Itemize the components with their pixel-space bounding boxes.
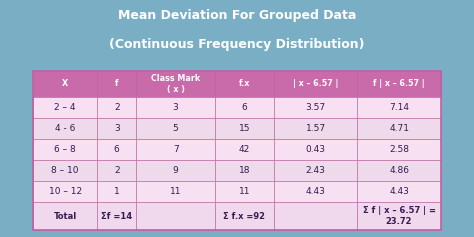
Text: 1.57: 1.57 (306, 124, 326, 133)
Text: f.x: f.x (239, 79, 250, 88)
Bar (33, 71, 97, 96)
Bar (97, 118, 137, 139)
Bar (274, 181, 357, 202)
Bar (274, 118, 357, 139)
Bar (33, 71, 441, 230)
Bar (357, 160, 441, 181)
Bar (274, 160, 357, 181)
Bar (137, 181, 215, 202)
Bar (137, 139, 215, 160)
Text: 3: 3 (173, 103, 179, 112)
Text: 2 – 4: 2 – 4 (55, 103, 76, 112)
Bar (137, 160, 215, 181)
Bar (274, 202, 357, 230)
Text: 2.43: 2.43 (306, 166, 326, 175)
Text: 5: 5 (173, 124, 179, 133)
Bar (357, 118, 441, 139)
Text: f | x – 6.57 |: f | x – 6.57 | (373, 79, 425, 88)
Text: Mean Deviation For Grouped Data: Mean Deviation For Grouped Data (118, 9, 356, 23)
Bar (97, 139, 137, 160)
Text: 7: 7 (173, 145, 179, 154)
Text: 6 – 8: 6 – 8 (54, 145, 76, 154)
Bar (97, 71, 137, 96)
Text: 18: 18 (238, 166, 250, 175)
Text: 42: 42 (239, 145, 250, 154)
Text: 11: 11 (170, 187, 182, 196)
Bar (215, 71, 274, 96)
Text: 1: 1 (114, 187, 119, 196)
Text: Σ f.x =92: Σ f.x =92 (223, 212, 265, 221)
Text: 8 – 10: 8 – 10 (51, 166, 79, 175)
Bar (215, 181, 274, 202)
Bar (137, 71, 215, 96)
Bar (274, 96, 357, 118)
Text: 4.71: 4.71 (389, 124, 409, 133)
Bar (357, 96, 441, 118)
Bar (33, 96, 97, 118)
Bar (33, 139, 97, 160)
Bar (33, 202, 97, 230)
Text: 2: 2 (114, 103, 119, 112)
Text: Class Mark
( x ): Class Mark ( x ) (151, 74, 200, 94)
Text: 6: 6 (114, 145, 119, 154)
Bar (215, 202, 274, 230)
Text: 3: 3 (114, 124, 119, 133)
Text: Total: Total (54, 212, 77, 221)
Text: 9: 9 (173, 166, 179, 175)
Bar (137, 202, 215, 230)
Text: 3.57: 3.57 (306, 103, 326, 112)
Text: 11: 11 (238, 187, 250, 196)
Text: 4.43: 4.43 (389, 187, 409, 196)
Bar (215, 96, 274, 118)
Bar (215, 139, 274, 160)
Text: 7.14: 7.14 (389, 103, 409, 112)
Bar (357, 181, 441, 202)
Bar (274, 139, 357, 160)
Text: 4 - 6: 4 - 6 (55, 124, 75, 133)
Text: | x – 6.57 |: | x – 6.57 | (293, 79, 338, 88)
Bar (357, 202, 441, 230)
Text: X: X (62, 79, 68, 88)
Text: 2: 2 (114, 166, 119, 175)
Bar (357, 139, 441, 160)
Bar (33, 160, 97, 181)
Text: 4.43: 4.43 (306, 187, 326, 196)
Bar (33, 118, 97, 139)
Bar (97, 160, 137, 181)
Text: 2.58: 2.58 (389, 145, 409, 154)
Text: Σ f | x – 6.57 | =
23.72: Σ f | x – 6.57 | = 23.72 (363, 206, 436, 226)
Bar (274, 71, 357, 96)
Text: (Continuous Frequency Distribution): (Continuous Frequency Distribution) (109, 38, 365, 51)
Bar (137, 118, 215, 139)
Text: 4.86: 4.86 (389, 166, 409, 175)
Text: 0.43: 0.43 (306, 145, 326, 154)
Text: f: f (115, 79, 118, 88)
Text: 6: 6 (241, 103, 247, 112)
Bar (357, 71, 441, 96)
Text: 10 – 12: 10 – 12 (48, 187, 82, 196)
Bar (215, 118, 274, 139)
Bar (137, 96, 215, 118)
Bar (97, 96, 137, 118)
Bar (215, 160, 274, 181)
Text: Σf =14: Σf =14 (101, 212, 132, 221)
Bar (33, 181, 97, 202)
Bar (97, 202, 137, 230)
Bar (97, 181, 137, 202)
Text: 15: 15 (238, 124, 250, 133)
